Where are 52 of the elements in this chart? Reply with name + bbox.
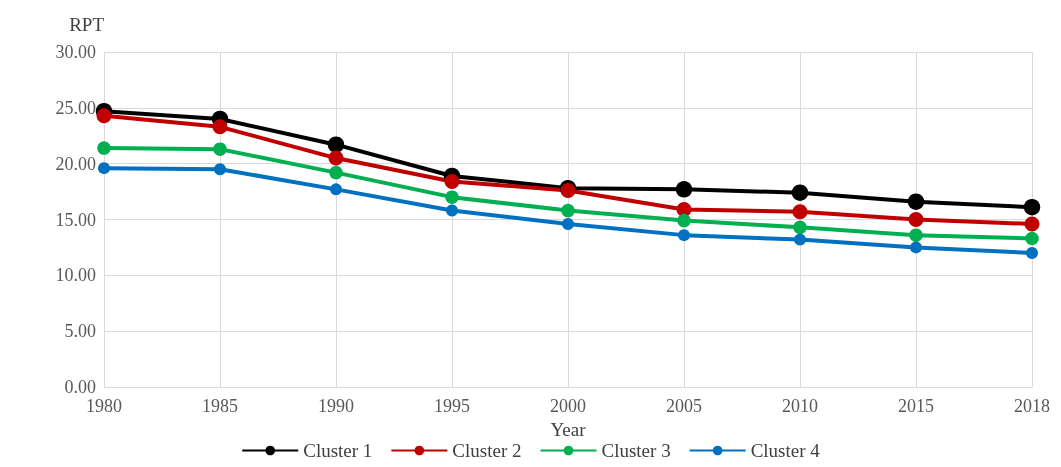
point [678,229,690,242]
point [561,203,575,218]
point [909,228,923,242]
point [96,108,112,124]
legend-label: Cluster 3 [601,440,671,461]
y-tick-label: 20.00 [55,153,96,174]
point [792,204,808,220]
point [910,241,922,254]
y-tick-label: 0.00 [64,377,96,397]
point [328,150,344,166]
point [446,204,458,217]
point [794,233,806,246]
point [677,213,691,228]
point [214,163,226,176]
x-tick-label: 1985 [202,396,238,416]
point [791,184,809,201]
point [908,212,924,227]
legend-label: Cluster 4 [750,440,821,461]
point [97,141,111,155]
x-tick-label: 2000 [550,396,586,416]
point [329,165,343,180]
x-tick-label: 2018 [1014,396,1050,416]
point [1023,198,1041,216]
point [907,193,925,210]
point [327,136,345,153]
point [1024,216,1040,232]
x-tick-label: 1980 [86,396,122,416]
y-axis-title: RPT [69,14,105,35]
y-tick-label: 10.00 [55,265,96,286]
y-tick-label: 5.00 [64,321,96,342]
point [445,190,459,204]
point [793,220,807,235]
point [562,217,574,230]
x-tick-label: 1995 [434,396,470,416]
point [444,174,460,190]
point [212,119,228,135]
y-tick-label: 25.00 [55,97,96,118]
legend-label: Cluster 2 [452,440,522,461]
point [1026,247,1038,259]
point [330,183,342,196]
x-tick-label: 2010 [782,396,818,416]
y-tick-label: 30.00 [55,42,96,62]
x-tick-label: 2005 [666,396,702,416]
x-tick-label: 2015 [898,396,934,416]
point [675,181,693,198]
y-tick-label: 15.00 [55,209,96,230]
x-tick-label: 1990 [318,396,354,416]
x-axis-title: Year [550,418,587,440]
point [98,162,110,175]
legend-label: Cluster 1 [303,440,373,461]
point [213,142,227,156]
point [1025,231,1039,246]
